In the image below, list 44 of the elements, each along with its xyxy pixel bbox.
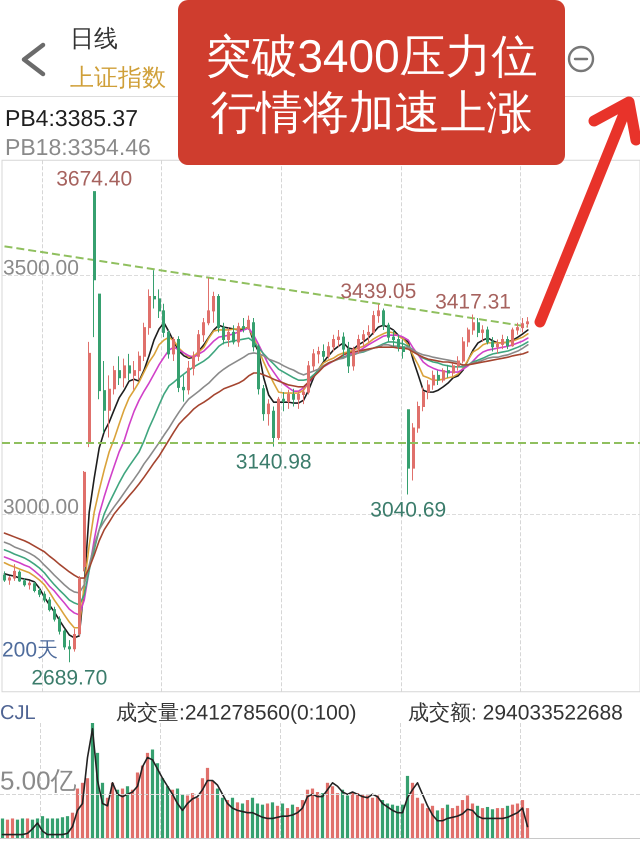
bar <box>420 804 424 838</box>
bar <box>160 778 164 838</box>
bar <box>86 778 90 838</box>
bar <box>366 795 370 838</box>
annotation: 3140.98 <box>236 450 312 474</box>
chart-title: CJL <box>0 702 36 724</box>
text: PB18:3354.46 <box>5 134 151 160</box>
bar <box>220 798 224 838</box>
y-tick-label: 3500.00 <box>3 256 79 280</box>
chart-subtitle: 日线 <box>70 26 118 52</box>
annotation: 成交量:241278560(0:100) <box>116 702 356 724</box>
bar <box>330 786 334 838</box>
annotation: 3417.31 <box>435 290 511 314</box>
bar <box>466 795 470 838</box>
bar <box>310 788 314 838</box>
bar <box>336 793 340 838</box>
annotation: 3674.40 <box>56 168 132 191</box>
text: 突破3400压力位 <box>204 29 539 84</box>
bar <box>150 749 154 838</box>
bar <box>216 788 220 838</box>
chart-title: 上证指数 <box>70 64 166 92</box>
bar <box>426 808 430 838</box>
bar <box>316 792 320 838</box>
bar <box>210 780 214 838</box>
annotation: 2689.70 <box>31 666 108 690</box>
ref-line-label: 5.00亿 <box>0 765 77 796</box>
annotation: 成交额: 294033522688 <box>408 702 623 724</box>
bar <box>246 800 250 838</box>
bar <box>346 795 350 838</box>
annotation: 200天 <box>2 638 58 662</box>
bar <box>416 798 420 838</box>
y-tick-label: 3000.00 <box>3 495 79 518</box>
bar <box>126 786 130 838</box>
text: PB4:3385.37 <box>5 105 138 131</box>
bar <box>250 798 254 838</box>
bar <box>370 798 374 838</box>
bar <box>356 793 360 838</box>
bar <box>350 792 354 838</box>
annotation: 3040.69 <box>370 498 446 522</box>
text: 行情将加速上涨 <box>210 85 534 140</box>
bar <box>146 752 150 838</box>
bar <box>196 798 200 838</box>
bar <box>166 786 170 838</box>
annotation: 3439.05 <box>340 280 416 304</box>
